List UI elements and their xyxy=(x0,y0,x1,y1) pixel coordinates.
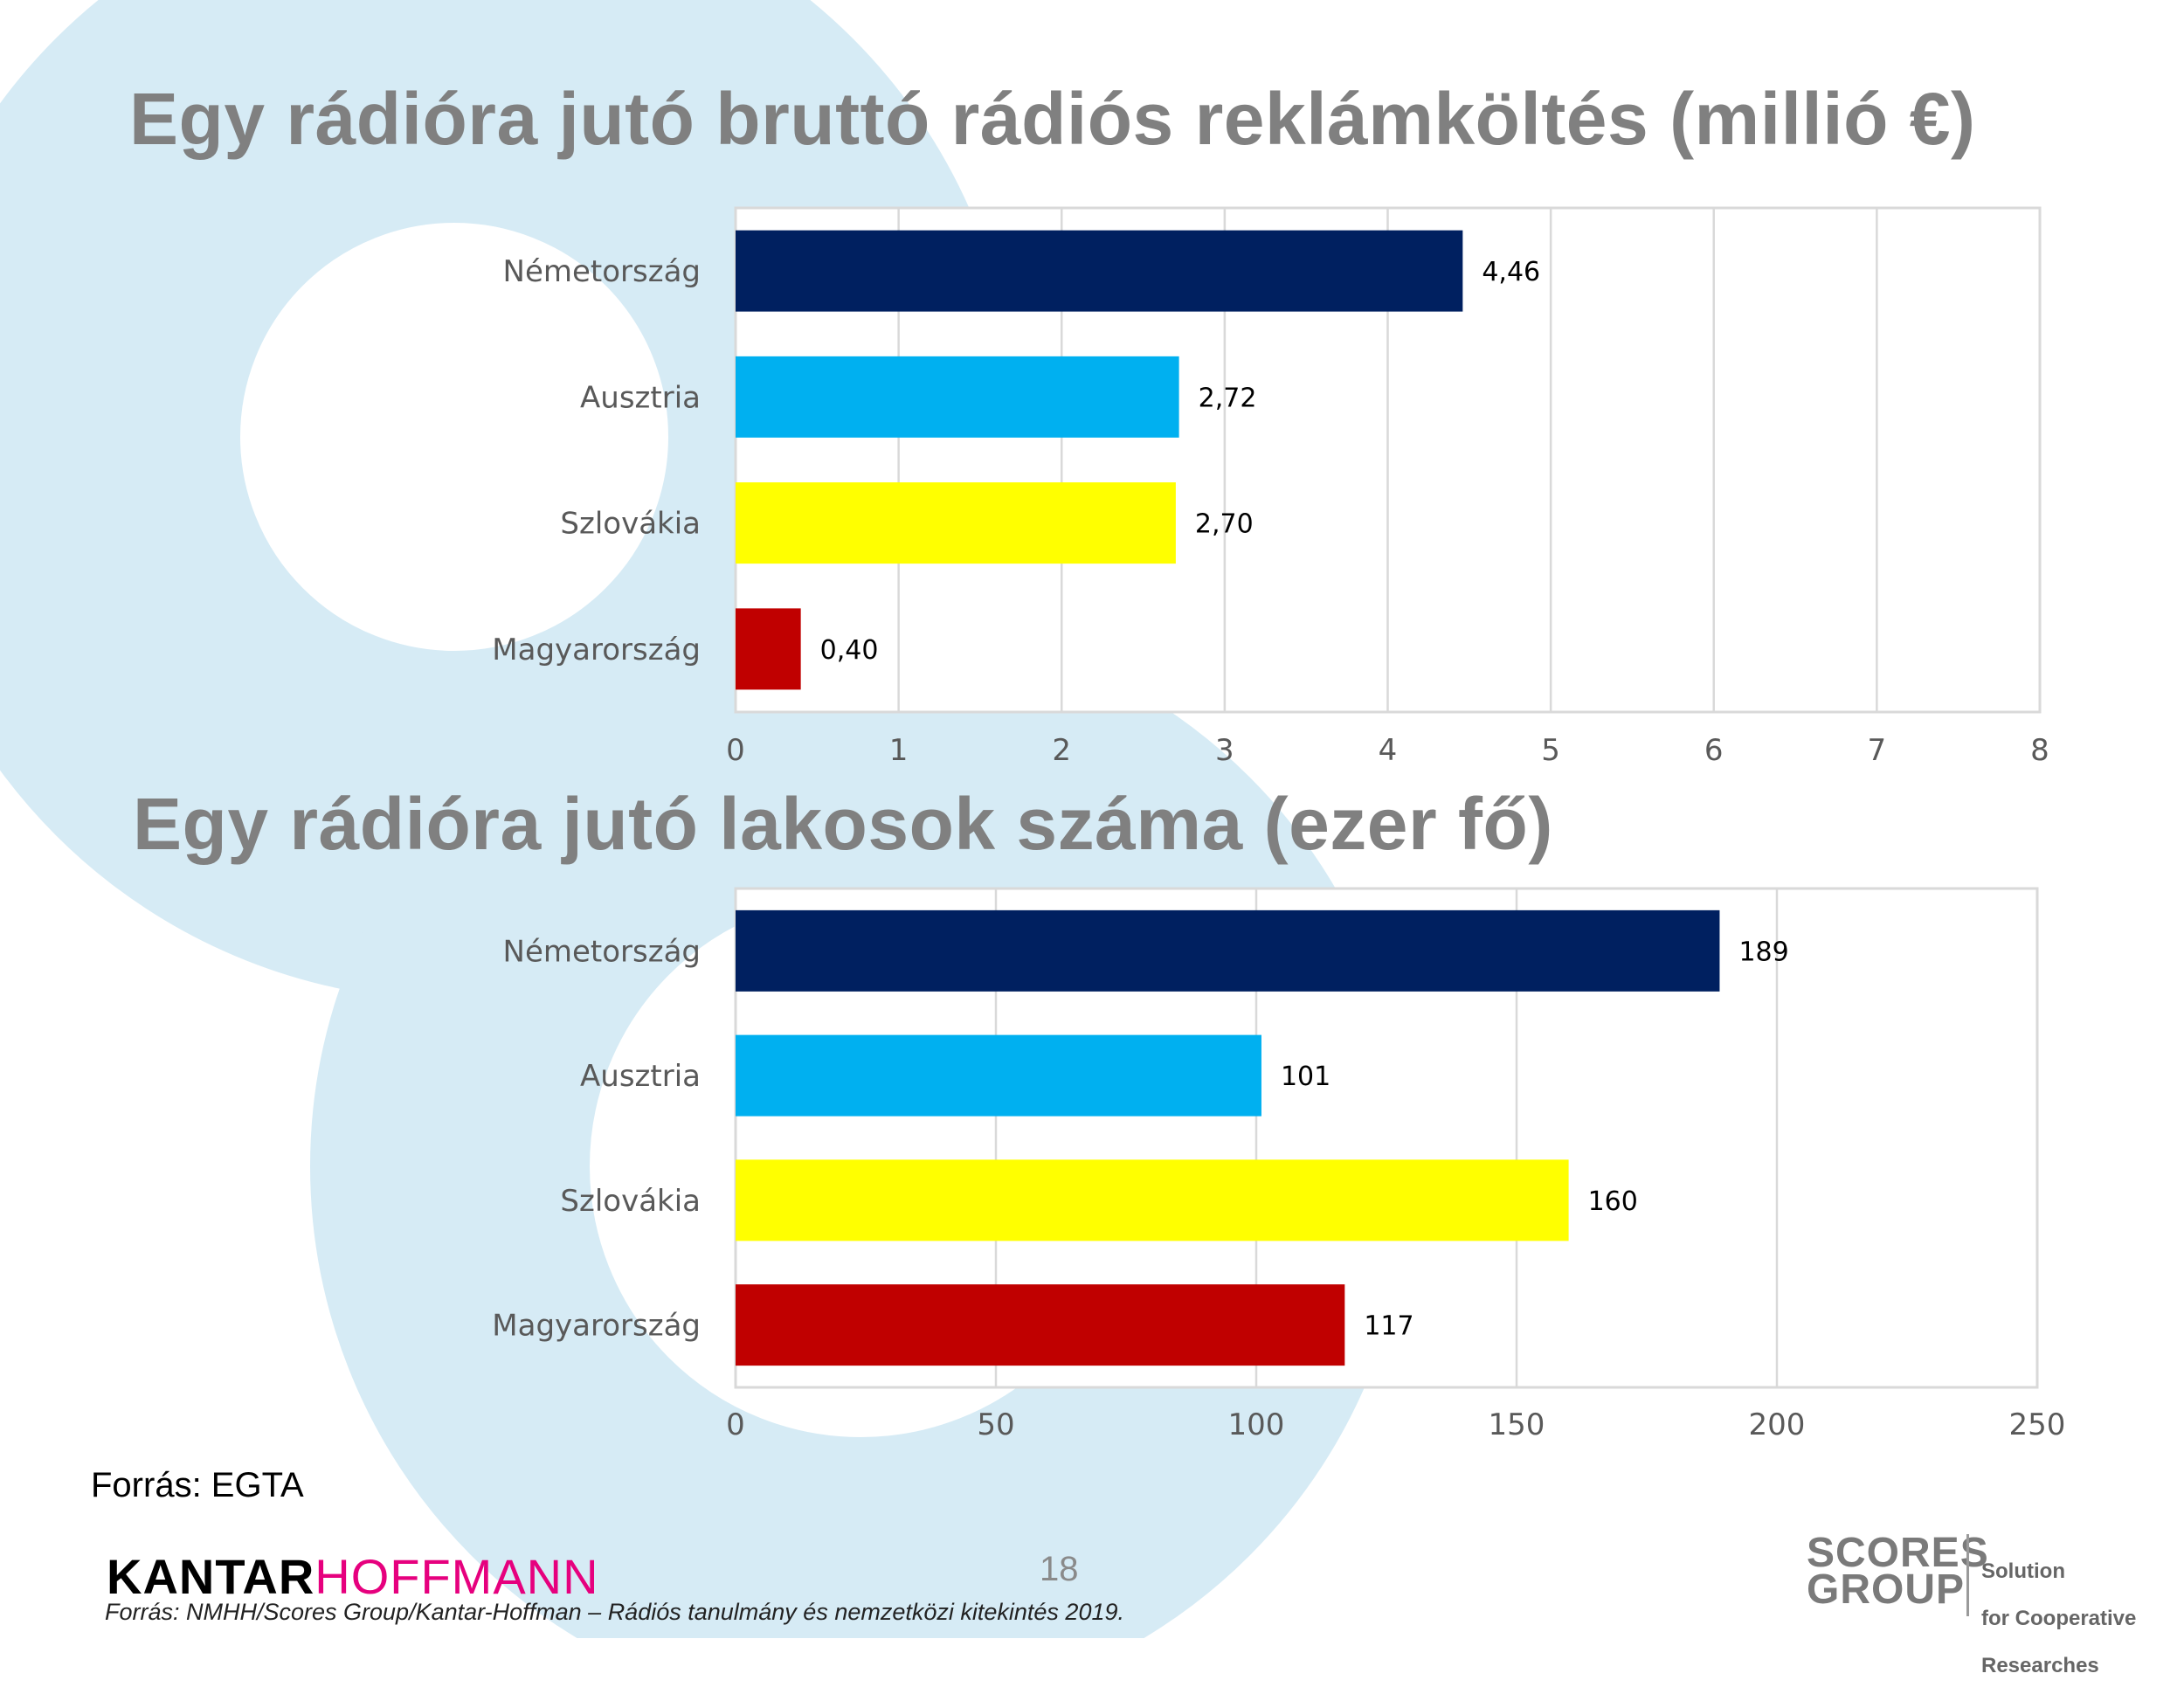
x-tick-label: 5 xyxy=(1541,733,1560,768)
chart-1-title: Egy rádióra jutó bruttó rádiós reklámköl… xyxy=(129,78,1976,160)
logo-scores-text: SCORES xyxy=(1807,1530,1989,1576)
logo-hoffmann-text: HOFFMANN xyxy=(314,1549,599,1604)
logo-divider xyxy=(1966,1534,1969,1616)
bar xyxy=(736,230,1463,312)
x-tick-label: 1 xyxy=(889,733,909,768)
x-tick-label: 150 xyxy=(1489,1407,1545,1442)
bar xyxy=(736,482,1176,564)
category-label: Magyarország xyxy=(492,1309,701,1344)
x-tick-label: 2 xyxy=(1052,733,1071,768)
category-label: Németország xyxy=(503,934,701,969)
bar xyxy=(736,356,1179,438)
category-label: Ausztria xyxy=(580,380,701,415)
x-tick-label: 100 xyxy=(1228,1407,1285,1442)
data-label: 160 xyxy=(1588,1186,1638,1217)
data-label: 101 xyxy=(1281,1061,1330,1092)
category-label: Szlovákia xyxy=(560,507,701,542)
bar xyxy=(736,608,801,690)
logo-kantar-text: KANTAR xyxy=(107,1549,315,1604)
x-tick-label: 3 xyxy=(1215,733,1234,768)
category-label: Szlovákia xyxy=(560,1184,701,1219)
logo-tagline: Solution for Cooperative Researches xyxy=(1981,1536,2136,1701)
source-note: Forrás: EGTA xyxy=(91,1466,304,1504)
data-label: 117 xyxy=(1364,1311,1413,1342)
data-label: 2,70 xyxy=(1195,509,1254,540)
logo-tagline-line: Researches xyxy=(1981,1654,2099,1677)
data-label: 2,72 xyxy=(1199,383,1257,413)
data-label: 0,40 xyxy=(820,635,879,666)
x-tick-label: 250 xyxy=(2009,1407,2066,1442)
scores-group-logo: SCORES GROUP Solution for Cooperative Re… xyxy=(1807,1530,2147,1678)
x-tick-label: 50 xyxy=(977,1407,1014,1442)
logo-tagline-line: Solution xyxy=(1981,1559,2065,1583)
x-tick-label: 6 xyxy=(1704,733,1724,768)
page-number: 18 xyxy=(1040,1550,1079,1588)
logo-group-text: GROUP xyxy=(1807,1566,1966,1613)
data-label: 189 xyxy=(1738,937,1788,967)
category-label: Magyarország xyxy=(492,633,701,667)
x-tick-label: 0 xyxy=(726,1407,745,1442)
bar xyxy=(736,1034,1261,1117)
x-tick-label: 4 xyxy=(1379,733,1398,768)
chart-2-plot: 0 50 100 150 200 250 Németország 189 Ausztria 101… xyxy=(492,887,2066,1442)
kantar-hoffmann-logo: KANTARHOFFMANN xyxy=(107,1548,599,1605)
category-label: Ausztria xyxy=(580,1059,701,1094)
bar xyxy=(736,1159,1569,1241)
category-label: Németország xyxy=(503,254,701,289)
bar xyxy=(736,1284,1345,1366)
chart-1-plot: 0 1 2 3 4 5 6 7 8 Németország 4,46 Ausztria 2,72 Szlo… xyxy=(492,206,2049,768)
x-tick-label: 8 xyxy=(2030,733,2049,768)
x-tick-label: 7 xyxy=(1868,733,1887,768)
footer-source: Forrás: NMHH/Scores Group/Kantar-Hoffman… xyxy=(105,1599,1124,1625)
x-tick-label: 0 xyxy=(726,733,745,768)
chart-2-title: Egy rádióra jutó lakosok száma (ezer fő) xyxy=(133,783,1553,865)
data-label: 4,46 xyxy=(1482,257,1540,287)
logo-tagline-line: for Cooperative xyxy=(1981,1607,2137,1630)
bar xyxy=(736,909,1720,992)
x-tick-label: 200 xyxy=(1749,1407,1806,1442)
